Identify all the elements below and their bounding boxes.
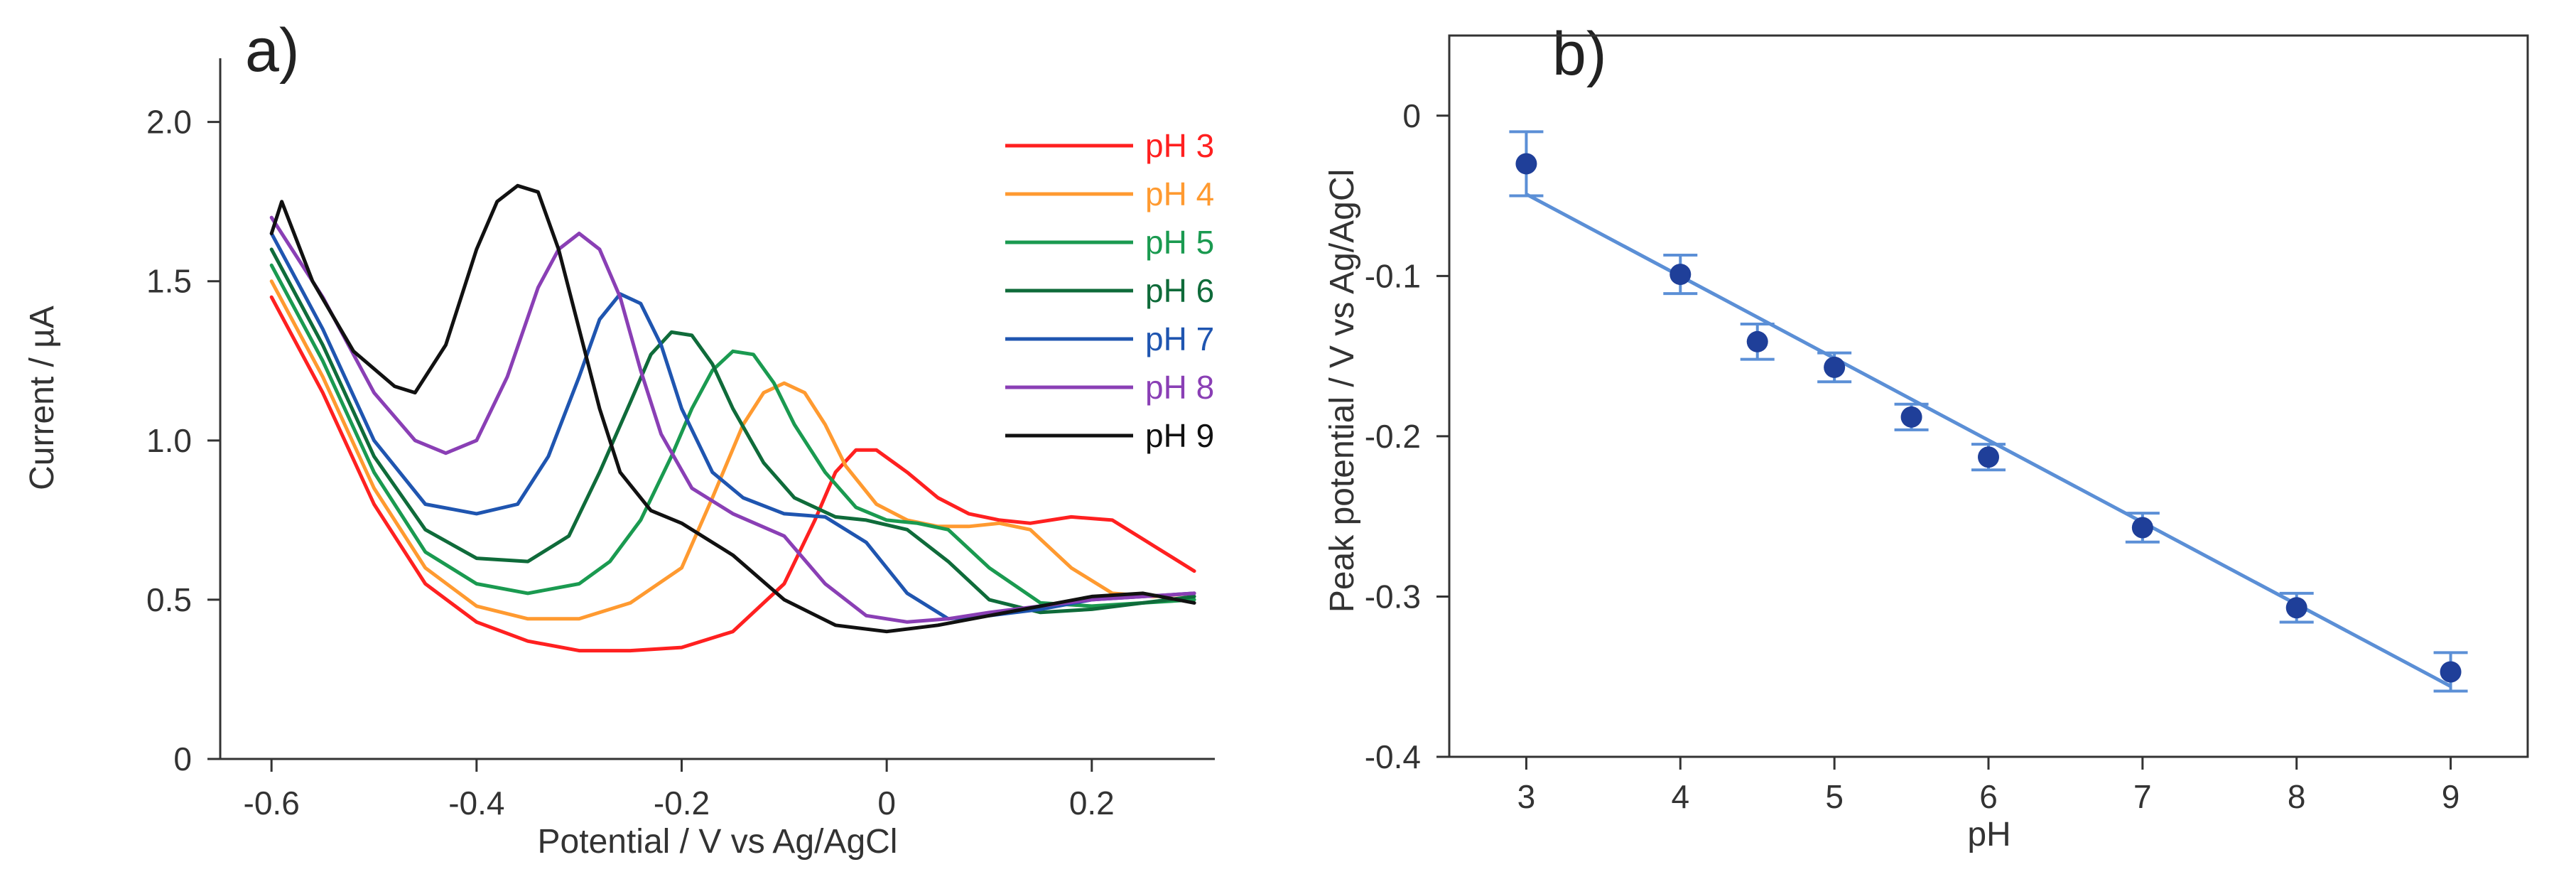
panel-a-x-tick-label: 0.2 xyxy=(1069,785,1115,821)
panel-b-y-tick-label: -0.1 xyxy=(1365,257,1421,294)
data-point xyxy=(2440,661,2462,683)
panel-b-x-tick-label: 3 xyxy=(1517,778,1536,815)
data-point xyxy=(1824,356,1846,378)
panel-b-x-tick-label: 6 xyxy=(1979,778,1998,815)
legend-label: pH 3 xyxy=(1145,127,1214,164)
panel-b-y-tick-label: -0.4 xyxy=(1365,738,1421,775)
data-point xyxy=(1515,153,1537,175)
legend-label: pH 8 xyxy=(1145,369,1214,406)
data-point xyxy=(2131,517,2153,539)
legend-label: pH 9 xyxy=(1145,417,1214,454)
panel-b-y-axis-title: Peak potential / V vs Ag/AgCl xyxy=(1324,169,1361,613)
panel-a-x-axis-title: Potential / V vs Ag/AgCl xyxy=(538,823,898,861)
panel-a-x-tick-label: -0.4 xyxy=(448,785,504,821)
panel-b-x-tick-label: 4 xyxy=(1671,778,1689,815)
data-point xyxy=(1900,406,1922,428)
panel-a-x-tick-label: 0 xyxy=(877,785,896,821)
panel-a-y-tick-label: 0.5 xyxy=(146,581,192,618)
panel-a-y-tick-label: 1.0 xyxy=(146,422,192,459)
panel-a-x-tick-label: -0.6 xyxy=(244,785,300,821)
panel-b-x-tick-label: 5 xyxy=(1825,778,1844,815)
legend-label: pH 6 xyxy=(1145,272,1214,309)
panel-a-series xyxy=(269,183,1196,653)
data-point xyxy=(1978,446,1999,468)
panel-a-x-tick-label: -0.2 xyxy=(654,785,710,821)
series-line-ph-4 xyxy=(269,279,1196,621)
series-line-ph-9 xyxy=(269,183,1196,634)
panel-b-x-tick-label: 9 xyxy=(2442,778,2460,815)
panel-b-y-tick-label: 0 xyxy=(1402,97,1421,134)
data-point xyxy=(1746,330,1768,352)
panel-b-ticks: 3 4 5 6 7 8 9 0 -0.1 -0.2 -0.3 -0.4 xyxy=(1365,97,2460,815)
legend-label: pH 5 xyxy=(1145,224,1214,261)
panel-b-x-tick-label: 8 xyxy=(2288,778,2306,815)
panel-a-y-tick-label: 1.5 xyxy=(146,263,192,300)
fit-line xyxy=(1525,193,2452,688)
series-line-ph-3 xyxy=(269,295,1196,653)
panel-b-y-tick-label: -0.3 xyxy=(1365,578,1421,615)
panel-b-x-axis-title: pH xyxy=(1967,816,2011,853)
legend-label: pH 7 xyxy=(1145,320,1214,357)
panel-a-label: a) xyxy=(245,16,299,85)
series-line-ph-6 xyxy=(269,247,1196,615)
panel-a-y-tick-label: 2.0 xyxy=(146,104,192,141)
data-point xyxy=(1669,264,1692,286)
panel-a-legend: pH 3 pH 4 pH 5 pH 6 pH 7 pH 8 pH 9 xyxy=(1005,127,1214,454)
panel-a-chart: a) Potential / V vs Ag/AgCl Current / µA… xyxy=(23,16,1215,861)
panel-a-y-axis-title: Current / µA xyxy=(23,306,61,490)
panel-b-x-tick-label: 7 xyxy=(2133,778,2152,815)
data-point xyxy=(2285,597,2307,619)
panel-b-points xyxy=(1509,130,2468,693)
panel-b-frame xyxy=(1448,34,2529,758)
panel-b-chart: b) pH Peak potential / V vs Ag/AgCl 3 4 5 6… xyxy=(1324,20,2529,853)
panel-b-fit xyxy=(1525,193,2452,688)
panel-b-label: b) xyxy=(1552,20,1606,88)
legend-label: pH 4 xyxy=(1145,176,1214,212)
panel-b-y-tick-label: -0.2 xyxy=(1365,418,1421,455)
series-line-ph-5 xyxy=(269,263,1196,608)
panel-a-ticks: -0.6 -0.4 -0.2 0 0.2 0 0.5 1.0 1.5 2.0 xyxy=(146,104,1115,821)
panel-a-y-tick-label: 0 xyxy=(173,740,192,777)
series-line-ph-8 xyxy=(269,215,1196,624)
